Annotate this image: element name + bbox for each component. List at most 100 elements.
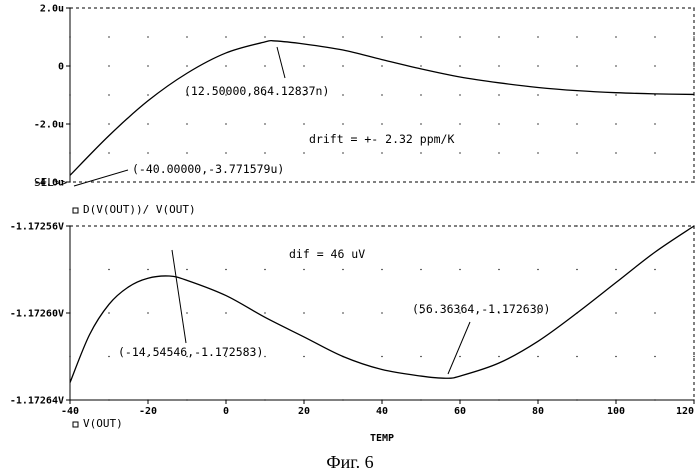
top-grid-dot xyxy=(264,123,265,124)
top-grid-dot xyxy=(108,123,109,124)
bottom-grid-dot xyxy=(186,312,187,313)
bottom-grid-dot xyxy=(576,356,577,357)
bottom-grid-dot xyxy=(147,225,148,226)
top-grid-dot xyxy=(693,152,694,153)
top-grid-dot xyxy=(108,152,109,153)
top-grid-dot xyxy=(576,152,577,153)
top-grid-dot xyxy=(303,181,304,182)
top-grid-dot xyxy=(615,65,616,66)
drift-annotation: drift = +- 2.32 ppm/K xyxy=(309,132,454,146)
bottom-grid-dot xyxy=(459,269,460,270)
bottom-min-leader xyxy=(448,322,470,374)
top-grid-dot xyxy=(498,123,499,124)
top-grid-dot xyxy=(615,181,616,182)
bottom-grid-dot xyxy=(420,399,421,400)
x-tick-label: 40 xyxy=(376,406,388,417)
bottom-grid-dot xyxy=(654,225,655,226)
top-grid-dot xyxy=(303,65,304,66)
bottom-grid-dot xyxy=(381,225,382,226)
bottom-max-annotation: (-14.54546,-1.172583) xyxy=(118,345,263,359)
bottom-grid-dot xyxy=(264,356,265,357)
bottom-grid-dot xyxy=(147,312,148,313)
top-grid-dot xyxy=(381,94,382,95)
bottom-grid-dot xyxy=(381,312,382,313)
top-max-leader xyxy=(277,47,285,78)
bottom-grid-dot xyxy=(303,356,304,357)
top-grid-dot xyxy=(108,181,109,182)
top-grid-dot xyxy=(69,152,70,153)
bottom-grid-dot xyxy=(264,399,265,400)
top-grid-dot xyxy=(342,65,343,66)
bottom-grid xyxy=(69,225,694,400)
bottom-grid-dot xyxy=(186,225,187,226)
top-grid-dot xyxy=(654,152,655,153)
top-grid-dot xyxy=(108,94,109,95)
top-grid-dot xyxy=(147,152,148,153)
bottom-grid-dot xyxy=(537,269,538,270)
top-grid-dot xyxy=(225,36,226,37)
top-grid-dot xyxy=(147,7,148,8)
bottom-grid-dot xyxy=(459,356,460,357)
bottom-grid-dot xyxy=(576,225,577,226)
top-y-ticks: 2.0u0-2.0u-4.0u xyxy=(34,4,70,189)
bottom-grid-dot xyxy=(342,312,343,313)
top-grid-dot xyxy=(459,94,460,95)
top-series-line xyxy=(70,41,694,176)
top-grid-dot xyxy=(147,181,148,182)
top-grid-dot xyxy=(342,94,343,95)
bottom-grid-dot xyxy=(576,399,577,400)
bottom-grid-dot xyxy=(498,269,499,270)
bottom-grid-dot xyxy=(654,399,655,400)
top-grid-dot xyxy=(264,65,265,66)
x-tick-label: 80 xyxy=(532,406,544,417)
top-grid-dot xyxy=(420,94,421,95)
top-grid-dot xyxy=(420,65,421,66)
bottom-grid-dot xyxy=(381,356,382,357)
top-grid-dot xyxy=(381,7,382,8)
top-grid-dot xyxy=(498,152,499,153)
bottom-grid-dot xyxy=(537,356,538,357)
top-grid-dot xyxy=(381,36,382,37)
top-grid-dot xyxy=(186,7,187,8)
bottom-grid-dot xyxy=(186,269,187,270)
x-tick-label: 60 xyxy=(454,406,466,417)
top-grid-dot xyxy=(420,181,421,182)
top-grid-dot xyxy=(576,181,577,182)
top-grid-dot xyxy=(498,181,499,182)
top-grid-dot xyxy=(342,152,343,153)
top-grid-dot xyxy=(303,36,304,37)
top-grid-dot xyxy=(459,123,460,124)
bottom-y-tick-label: -1.17260V xyxy=(10,309,64,320)
x-tick-label: 100 xyxy=(607,406,625,417)
top-grid-dot xyxy=(186,181,187,182)
bottom-grid-dot xyxy=(108,356,109,357)
top-grid-dot xyxy=(69,36,70,37)
top-grid-dot xyxy=(264,181,265,182)
top-grid-dot xyxy=(654,36,655,37)
top-grid-dot xyxy=(225,181,226,182)
top-grid-dot xyxy=(420,123,421,124)
bottom-grid-dot xyxy=(225,269,226,270)
top-grid-dot xyxy=(264,152,265,153)
bottom-grid-dot xyxy=(342,269,343,270)
top-grid-dot xyxy=(576,65,577,66)
bottom-grid-dot xyxy=(459,225,460,226)
bottom-grid-dot xyxy=(264,269,265,270)
bottom-grid-dot xyxy=(186,399,187,400)
bottom-grid-dot xyxy=(498,225,499,226)
bottom-grid-dot xyxy=(615,356,616,357)
top-grid-dot xyxy=(264,36,265,37)
top-start-leader xyxy=(74,170,128,186)
bottom-grid-dot xyxy=(303,225,304,226)
top-grid-dot xyxy=(615,7,616,8)
top-grid-dot xyxy=(576,36,577,37)
top-start-annotation: (-40.00000,-3.771579u) xyxy=(132,162,284,176)
bottom-grid-dot xyxy=(615,269,616,270)
bottom-grid-dot xyxy=(498,399,499,400)
top-grid-dot xyxy=(459,181,460,182)
bottom-grid-dot xyxy=(498,356,499,357)
top-grid-dot xyxy=(615,123,616,124)
top-y-tick-label: 2.0u xyxy=(40,4,64,15)
top-grid-dot xyxy=(381,152,382,153)
